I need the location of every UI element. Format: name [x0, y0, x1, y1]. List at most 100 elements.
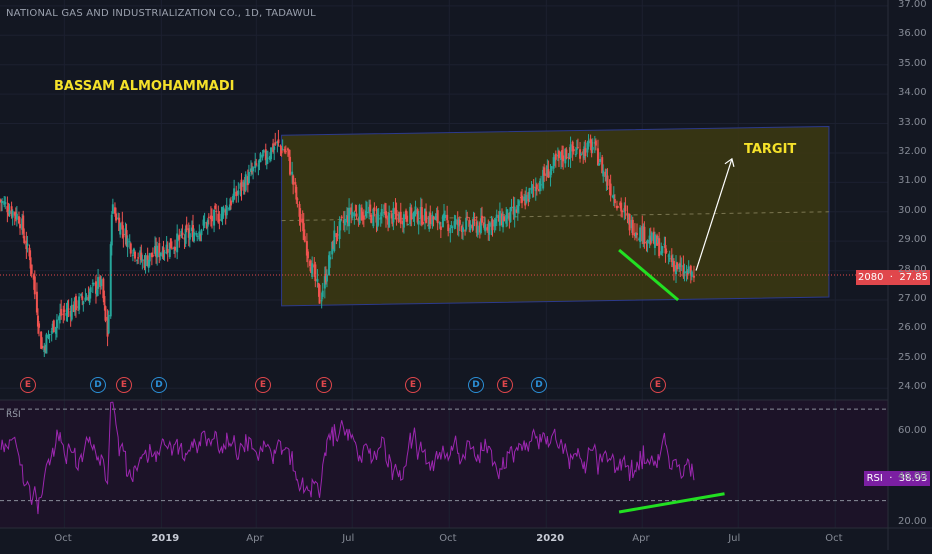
candle-body: [373, 207, 376, 212]
candle-body: [131, 254, 134, 256]
candle-body: [671, 262, 674, 266]
candle-body: [611, 196, 614, 198]
candle-body: [343, 218, 346, 226]
candle-body: [362, 215, 365, 220]
candle-body: [250, 168, 253, 172]
candle-body: [542, 169, 545, 189]
candle-body: [52, 320, 55, 333]
candle-body: [222, 207, 225, 213]
candle-body: [10, 206, 13, 217]
candle-body: [206, 220, 209, 227]
dividend-event-marker[interactable]: D: [90, 377, 106, 393]
candle-body: [218, 219, 221, 221]
candle-body: [524, 199, 527, 206]
candle-body: [55, 319, 58, 329]
candle-body: [435, 214, 438, 216]
candle-body: [237, 190, 240, 195]
candle-body: [517, 200, 520, 207]
candle-body: [121, 221, 124, 230]
candle-body: [140, 252, 143, 261]
earnings-event-marker[interactable]: E: [650, 377, 666, 393]
dividend-event-marker[interactable]: D: [531, 377, 547, 393]
candle-body: [276, 141, 279, 144]
candle-body: [13, 212, 16, 216]
dividend-event-marker[interactable]: D: [468, 377, 484, 393]
candle-body: [508, 212, 511, 221]
candle-body: [74, 296, 77, 311]
dividend-event-marker[interactable]: D: [151, 377, 167, 393]
candle-body: [147, 259, 150, 268]
candle-body: [306, 251, 309, 259]
candle-body: [510, 207, 513, 209]
candle-body: [270, 147, 273, 160]
candle-body: [450, 225, 453, 227]
candle-body: [26, 243, 29, 246]
candle-body: [342, 220, 345, 224]
candle-body: [19, 224, 22, 229]
candle-body: [33, 276, 36, 295]
price-axis-tick: 29.00: [898, 234, 927, 246]
earnings-event-marker[interactable]: E: [255, 377, 271, 393]
candle-body: [392, 208, 395, 223]
candle-body: [431, 214, 434, 226]
earnings-event-marker[interactable]: E: [20, 377, 36, 393]
rsi-axis-tick: 60.00: [898, 425, 927, 436]
earnings-event-marker[interactable]: E: [497, 377, 513, 393]
price-axis-tick: 27.00: [898, 293, 927, 304]
candle-body: [369, 204, 372, 212]
candle-body: [633, 232, 636, 237]
candle-body: [689, 265, 692, 276]
candle-body: [168, 242, 171, 258]
candle-body: [664, 244, 667, 254]
candle-body: [543, 167, 546, 176]
candle-body: [506, 209, 509, 219]
candle-body: [6, 206, 9, 213]
candle-body: [429, 212, 432, 224]
candle-body: [584, 148, 587, 157]
last-price: 27.85: [899, 272, 928, 283]
candle-body: [257, 165, 260, 167]
candle-body: [198, 231, 201, 240]
time-axis-tick: Oct: [439, 533, 457, 544]
candle-body: [682, 265, 685, 277]
time-axis-tick: 2020: [536, 533, 565, 544]
candle-body: [398, 212, 401, 220]
candle-body: [281, 149, 284, 151]
candle-body: [91, 283, 94, 285]
earnings-event-marker[interactable]: E: [316, 377, 332, 393]
candle-body: [646, 239, 649, 244]
candle-body: [469, 224, 472, 231]
candle-body: [166, 248, 169, 253]
earnings-event-marker[interactable]: E: [405, 377, 421, 393]
candle-body: [478, 222, 481, 233]
candle-body: [158, 243, 161, 258]
candle-body: [317, 283, 320, 288]
candle-body: [355, 213, 358, 217]
candle-body: [395, 210, 398, 216]
candle-body: [261, 154, 264, 158]
candle-body: [397, 214, 400, 222]
candle-body: [205, 222, 208, 228]
candle-body: [265, 158, 268, 165]
price-axis-tick: 34.00: [898, 87, 927, 99]
candle-body: [491, 219, 494, 231]
price-axis-tick: 36.00: [898, 28, 927, 40]
candle-body: [129, 243, 132, 254]
candle-body: [441, 215, 444, 228]
candle-body: [87, 295, 90, 301]
candle-body: [199, 234, 202, 236]
candle-body: [63, 309, 66, 312]
candle-body: [480, 215, 483, 223]
candle-body: [454, 218, 457, 225]
candle-body: [608, 187, 611, 189]
candle-body: [30, 264, 33, 274]
candle-body: [586, 142, 589, 153]
candle-body: [534, 186, 537, 192]
candle-body: [449, 227, 452, 234]
earnings-event-marker[interactable]: E: [116, 377, 132, 393]
candle-body: [292, 175, 295, 185]
candle-body: [133, 251, 136, 259]
time-axis-tick: 2019: [151, 533, 180, 544]
candle-body: [692, 275, 695, 278]
